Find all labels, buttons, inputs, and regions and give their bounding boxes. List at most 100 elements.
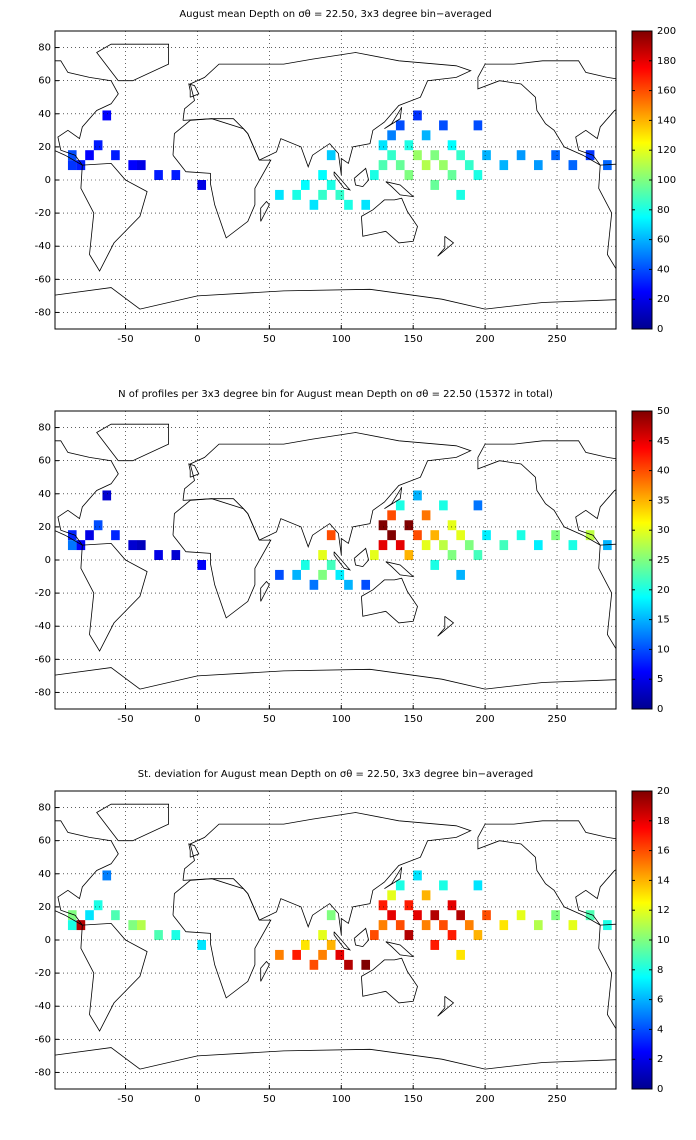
bin-cell — [309, 959, 319, 970]
coastline — [96, 803, 169, 842]
bin-cell — [93, 900, 103, 911]
bin-cell — [361, 199, 371, 210]
bin-cell — [378, 160, 388, 171]
bin-cell — [171, 930, 181, 940]
coastline — [96, 423, 169, 462]
bin-cell — [473, 880, 483, 891]
coastline — [437, 235, 455, 257]
bin-cell — [76, 160, 86, 171]
bin-cell — [370, 170, 379, 180]
x-tick-label: 250 — [547, 1094, 566, 1105]
coastline — [353, 547, 370, 568]
bin-cell — [421, 160, 431, 171]
bin-cell — [318, 930, 327, 940]
y-tick-label: 80 — [38, 43, 51, 54]
bin-cell — [275, 189, 284, 200]
x-tick-label: 100 — [332, 1094, 351, 1105]
bin-cell — [499, 920, 509, 931]
bin-cell — [318, 949, 327, 960]
bin-cell — [171, 170, 181, 180]
coastline — [361, 957, 418, 1004]
colorbar-label: 160 — [657, 86, 676, 97]
bin-cell — [413, 110, 422, 121]
coastline — [96, 43, 169, 82]
x-tick-label: 200 — [476, 1094, 495, 1105]
x-tick-label: 200 — [476, 714, 495, 725]
bin-cell — [447, 930, 457, 940]
chart-title: St. deviation for August mean Depth on σ… — [138, 769, 534, 780]
bin-cell — [378, 520, 388, 531]
x-tick-label: 50 — [263, 334, 276, 345]
bin-cell — [534, 540, 543, 551]
bin-cell — [585, 530, 595, 541]
bin-cell — [447, 900, 457, 911]
coastline — [260, 960, 270, 982]
bin-cell — [76, 920, 86, 931]
map-panel: St. deviation for August mean Depth on σ… — [35, 769, 670, 1105]
colorbar-label: 35 — [657, 495, 670, 506]
bin-cell — [456, 189, 465, 200]
colorbar-label: 10 — [657, 644, 670, 655]
colorbar-label: 20 — [657, 294, 670, 305]
bin-cell — [421, 920, 431, 931]
y-tick-label: -40 — [35, 621, 51, 632]
bin-cell — [67, 540, 77, 551]
bin-cell — [456, 150, 465, 161]
colorbar-label: 16 — [657, 846, 670, 857]
coastline — [353, 927, 370, 948]
bin-cell — [292, 189, 301, 200]
bin-cell — [128, 540, 137, 551]
coastline — [384, 486, 403, 510]
y-tick-label: 40 — [38, 489, 51, 500]
coastline — [361, 577, 418, 624]
bin-cell — [456, 530, 465, 541]
coastline — [80, 922, 148, 1032]
bin-cell — [378, 920, 388, 931]
bin-cell — [275, 949, 284, 960]
bin-cell — [430, 180, 440, 190]
bin-cell — [292, 569, 301, 580]
bin-cell — [318, 189, 327, 200]
bin-cell — [102, 490, 112, 501]
bin-cell — [128, 160, 137, 171]
chart-title: N of profiles per 3x3 degree bin for Aug… — [118, 389, 553, 400]
bin-cell — [395, 500, 405, 511]
colorbar-label: 30 — [657, 525, 670, 536]
bin-cell — [395, 160, 405, 171]
bin-cell — [93, 520, 103, 531]
bin-cell — [447, 520, 457, 531]
y-tick-label: -60 — [35, 654, 51, 665]
bin-cell — [300, 560, 310, 570]
bin-cell — [67, 910, 77, 921]
coastline — [477, 440, 616, 546]
colorbar-label: 40 — [657, 264, 670, 275]
colorbar-label: 0 — [657, 704, 663, 715]
bin-cell — [197, 940, 207, 950]
colorbar-label: 200 — [657, 26, 676, 37]
coastline — [333, 551, 352, 571]
coastline — [385, 181, 415, 198]
bin-cell — [370, 930, 379, 940]
bin-cell — [309, 579, 319, 590]
bin-cell — [326, 180, 336, 190]
colorbar-label: 45 — [657, 436, 670, 447]
bin-cell — [111, 150, 120, 161]
bin-cell — [335, 569, 345, 580]
bin-cell — [404, 900, 414, 911]
coastline — [182, 812, 472, 936]
bin-cell — [344, 579, 353, 590]
coastline — [385, 561, 415, 578]
colorbar-label: 50 — [657, 406, 670, 417]
bin-cell — [395, 120, 405, 131]
bin-cell — [447, 550, 457, 560]
bin-cell — [473, 170, 483, 180]
bin-cell — [335, 189, 345, 200]
x-tick-label: 0 — [194, 334, 200, 345]
colorbar-label: 6 — [657, 995, 663, 1006]
map-panel: N of profiles per 3x3 degree bin for Aug… — [35, 389, 670, 725]
bin-cell — [464, 540, 474, 551]
coastline — [333, 171, 352, 191]
x-tick-label: 50 — [263, 1094, 276, 1105]
bin-cell — [568, 920, 578, 931]
bin-cell — [439, 540, 448, 551]
